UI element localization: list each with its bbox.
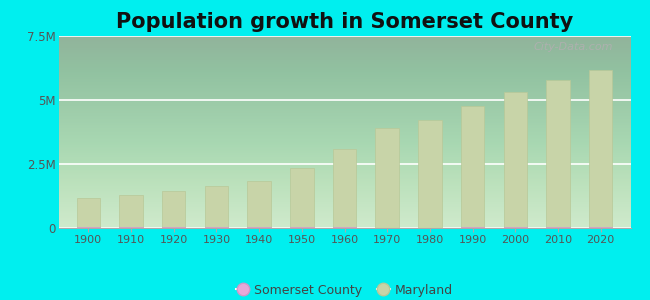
Bar xyxy=(77,198,100,228)
Bar xyxy=(461,227,484,228)
Bar xyxy=(376,128,399,228)
Bar xyxy=(461,106,484,228)
Bar xyxy=(589,227,612,228)
Bar xyxy=(589,70,612,228)
Bar xyxy=(77,227,100,228)
Bar xyxy=(504,227,527,228)
Legend: Somerset County, Maryland: Somerset County, Maryland xyxy=(231,279,458,300)
Bar xyxy=(248,182,271,228)
Bar xyxy=(205,186,228,228)
Bar xyxy=(418,120,441,228)
Bar xyxy=(376,227,399,228)
Bar xyxy=(504,92,527,228)
Text: City-Data.com: City-Data.com xyxy=(534,42,614,52)
Bar xyxy=(546,80,569,228)
Bar xyxy=(162,227,185,228)
Bar xyxy=(120,195,143,228)
Bar xyxy=(546,227,569,228)
Bar xyxy=(205,227,228,228)
Title: Population growth in Somerset County: Population growth in Somerset County xyxy=(116,12,573,32)
Bar xyxy=(333,227,356,228)
Bar xyxy=(418,227,441,228)
Bar xyxy=(290,168,313,228)
Bar xyxy=(120,227,143,228)
Bar xyxy=(248,227,271,228)
Bar xyxy=(333,148,356,228)
Bar xyxy=(162,191,185,228)
Bar xyxy=(290,227,313,228)
